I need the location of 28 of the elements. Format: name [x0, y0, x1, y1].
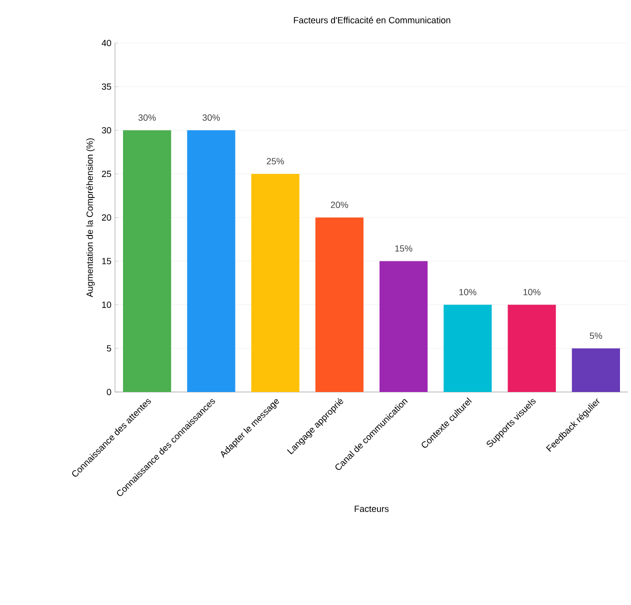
- data-label: 20%: [330, 202, 348, 208]
- bar: [572, 348, 620, 392]
- bar: [444, 304, 492, 392]
- data-label: 15%: [395, 245, 412, 252]
- y-tick-label: 20: [102, 214, 112, 221]
- y-tick-label: 5: [106, 345, 112, 352]
- bar: [508, 304, 556, 392]
- y-tick-label: 40: [102, 40, 112, 46]
- y-tick-label: 30: [102, 127, 112, 134]
- data-label: 10%: [524, 288, 540, 296]
- bar: [315, 218, 364, 392]
- y-axis-title: Augmentation de la Compréhension (%): [86, 138, 95, 298]
- data-label: 30%: [138, 114, 156, 121]
- data-label: 5%: [590, 332, 602, 339]
- data-label: 10%: [459, 288, 476, 296]
- x-axis-title: Facteurs: [354, 506, 389, 512]
- y-tick-label: 15: [102, 258, 112, 264]
- data-label: 30%: [202, 114, 220, 121]
- y-tick-label: 35: [102, 83, 112, 90]
- y-tick-label: 25: [102, 170, 112, 178]
- y-tick-label: 0: [106, 388, 112, 396]
- y-tick-label: 10: [102, 302, 112, 308]
- bar: [123, 130, 172, 392]
- chart-title: Facteurs d'Efficacité en Communication: [294, 16, 450, 24]
- bar: [380, 261, 428, 392]
- bar: [251, 174, 300, 392]
- data-label: 25%: [266, 158, 284, 164]
- bar: [187, 130, 236, 392]
